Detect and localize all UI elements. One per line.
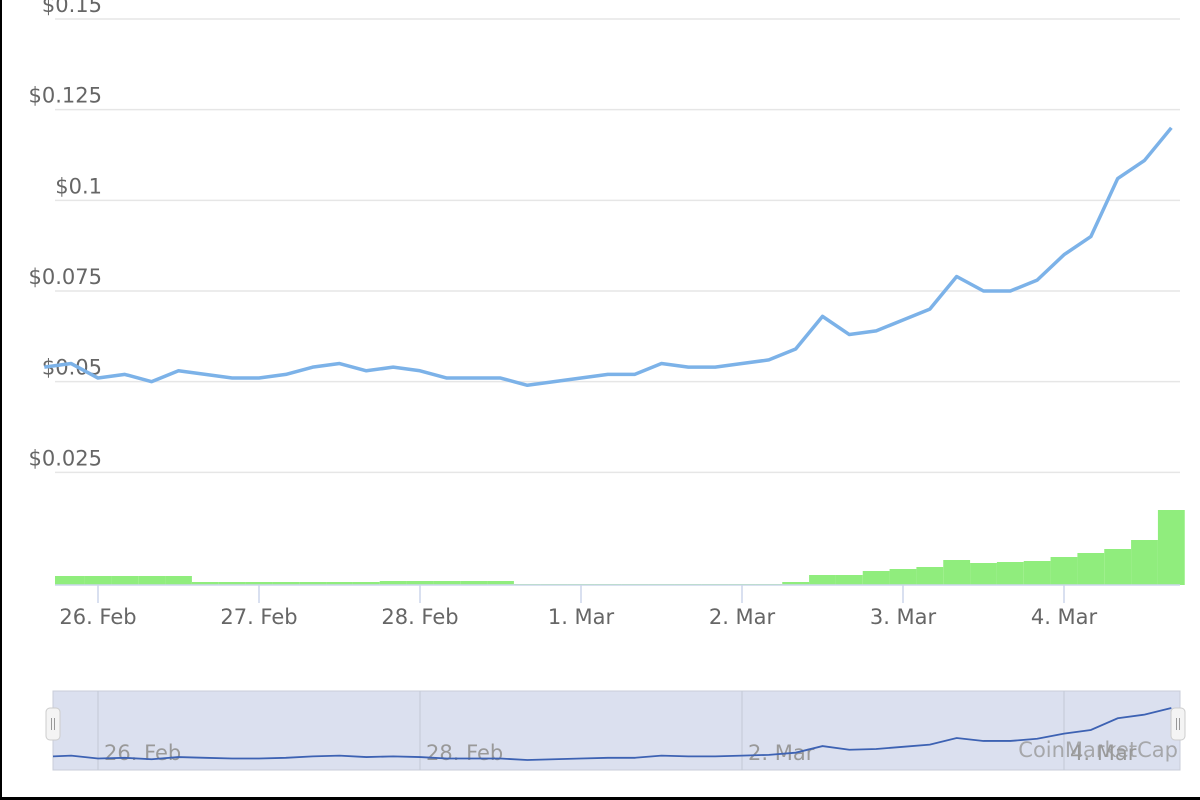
navigator-label: 28. Feb: [426, 741, 503, 765]
volume-bar: [1050, 557, 1078, 585]
y-tick-label: $0.125: [29, 84, 102, 108]
volume-bar: [138, 576, 166, 585]
volume-bar: [352, 582, 380, 585]
navigator-label: 26. Feb: [104, 741, 181, 765]
volume-bar: [1077, 553, 1105, 585]
navigator-label: 4. Mar: [1070, 741, 1137, 765]
volume-bar: [1104, 549, 1132, 585]
volume-bar: [111, 576, 139, 585]
volume-bar: [191, 582, 219, 585]
y-tick-label: $0.1: [55, 174, 102, 198]
y-tick-label: $0.075: [29, 265, 102, 289]
volume-bar: [245, 582, 273, 585]
volume-bar: [165, 576, 192, 585]
volume-bar: [57, 576, 85, 585]
y-tick-label: $0.15: [42, 0, 102, 17]
navigator-handle[interactable]: [1170, 707, 1186, 741]
volume-bar: [862, 571, 890, 585]
volume-bar: [835, 575, 863, 585]
navigator-handle[interactable]: [45, 707, 61, 741]
volume-bar: [889, 569, 917, 585]
y-tick-label: $0.025: [29, 446, 102, 470]
volume-bar: [272, 582, 300, 585]
volume-bar: [326, 582, 353, 585]
volume-bar: [299, 582, 327, 585]
volume-bar: [433, 581, 461, 585]
x-tick-label: 27. Feb: [220, 605, 297, 629]
volume-bar: [406, 581, 434, 585]
x-tick-label: 2. Mar: [709, 605, 776, 629]
volume-bar: [809, 575, 836, 585]
volume-bar: [487, 581, 514, 585]
volume-bar: [970, 563, 997, 585]
volume-bar: [218, 582, 246, 585]
price-line: [44, 126, 1173, 388]
x-tick-label: 3. Mar: [870, 605, 937, 629]
x-tick-label: 4. Mar: [1031, 605, 1098, 629]
volume-bar: [1023, 561, 1051, 585]
volume-bar: [460, 581, 488, 585]
volume-bar: [943, 560, 971, 585]
watermark: CoinMarketCap: [1018, 738, 1178, 762]
x-tick-label: 26. Feb: [59, 605, 136, 629]
navigator-line: [52, 707, 1172, 761]
frame-bottom: [0, 797, 1200, 800]
volume-bar: [84, 576, 112, 585]
volume-bar: [379, 581, 407, 585]
volume-bar: [782, 582, 810, 585]
x-tick-label: 28. Feb: [381, 605, 458, 629]
volume-bar: [916, 567, 944, 585]
volume-bar: [1131, 540, 1158, 585]
volume-bar: [996, 562, 1024, 585]
volume-bar: [1157, 510, 1185, 585]
navigator-mask[interactable]: [52, 690, 1181, 771]
frame-left: [0, 0, 2, 800]
x-tick-label: 1. Mar: [548, 605, 615, 629]
